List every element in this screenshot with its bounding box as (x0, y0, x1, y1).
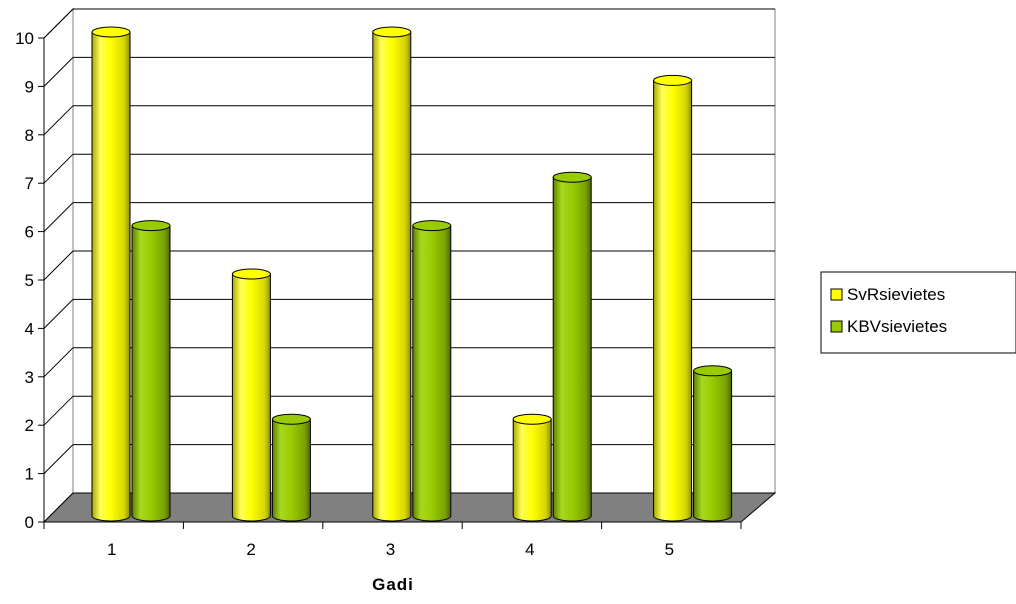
bar-top (412, 220, 452, 232)
bar-kbv-2 (271, 413, 311, 522)
bar-top (271, 413, 311, 425)
gridline-side (43, 153, 74, 184)
y-tick-label: 7 (25, 174, 34, 193)
y-tick-label: 2 (25, 416, 34, 435)
x-tick-label: 1 (107, 540, 116, 559)
y-tick-label: 1 (25, 465, 34, 484)
gridline-side (43, 202, 74, 232)
legend-swatch-svr (830, 288, 843, 301)
y-tick-label: 4 (25, 319, 34, 338)
bar-kbv-3 (412, 220, 452, 522)
bar-body (271, 418, 311, 522)
bar-body (552, 176, 592, 522)
bar-top (91, 26, 131, 38)
legend-label-kbv: KBVsievietes (847, 317, 947, 336)
y-tick-label: 5 (25, 271, 34, 290)
gridline-side (43, 444, 74, 474)
bar-svr-3 (372, 26, 412, 522)
bar-top (372, 26, 412, 38)
x-tick-label: 3 (386, 540, 395, 559)
legend-swatch-kbv (830, 320, 843, 333)
bar-body (372, 31, 412, 522)
bar-body (131, 225, 171, 522)
bar-top (693, 365, 733, 377)
gridline-side (43, 105, 74, 136)
legend-box (820, 271, 1016, 354)
x-tick-label: 5 (665, 540, 674, 559)
bar-svr-1 (91, 26, 131, 522)
y-tick-label: 9 (25, 77, 34, 96)
bar-kbv-5 (693, 365, 733, 522)
gridline-side (43, 57, 74, 87)
bar-kbv-1 (131, 220, 171, 522)
x-tick-label: 2 (246, 540, 255, 559)
gridline-side (43, 8, 74, 39)
legend: SvRsievietes KBVsievietes (820, 271, 1016, 354)
bar-top (512, 413, 552, 425)
bar-top (552, 171, 592, 183)
x-tick-label: 4 (525, 540, 534, 559)
bar-body (91, 31, 131, 522)
y-tick-label: 0 (25, 513, 34, 532)
bar-svr-2 (231, 268, 271, 522)
bar-svr-4 (512, 413, 552, 522)
bars-layer (91, 26, 733, 522)
bar-svr-5 (653, 74, 693, 522)
y-tick-label: 3 (25, 368, 34, 387)
gridline-side (43, 250, 74, 281)
bar-body (653, 79, 693, 522)
gridline-side (43, 347, 74, 378)
gridline-side (43, 395, 74, 426)
legend-label-svr: SvRsievietes (847, 285, 945, 304)
bar-body (231, 273, 271, 522)
bar-kbv-4 (552, 171, 592, 522)
x-axis-title: Gadi (372, 575, 414, 594)
bar-body (693, 370, 733, 522)
y-tick-label: 6 (25, 223, 34, 242)
gridline-side (43, 299, 74, 329)
y-tick-label: 8 (25, 126, 34, 145)
bar-top (131, 220, 171, 232)
bar-body (512, 418, 552, 522)
y-tick-label: 10 (15, 29, 34, 48)
bar-top (231, 268, 271, 280)
bar-top (653, 74, 693, 86)
bar-body (412, 225, 452, 522)
labels-layer: 0 1 2 3 4 5 6 7 8 9 10 1 2 3 4 5 (15, 29, 674, 559)
